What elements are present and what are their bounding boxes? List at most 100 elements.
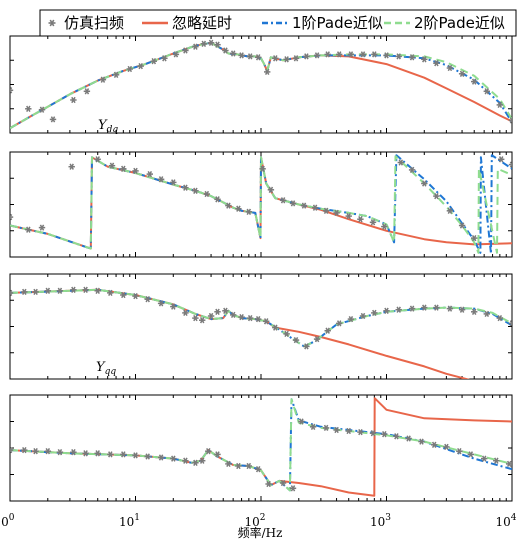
scan-point-stroke bbox=[208, 39, 214, 46]
scan-point bbox=[32, 448, 39, 455]
scan-point-stroke bbox=[384, 307, 389, 314]
scan-point bbox=[182, 457, 189, 464]
scan-point-stroke bbox=[509, 163, 512, 168]
scan-point-stroke bbox=[422, 304, 427, 311]
scan-point bbox=[21, 446, 28, 454]
scan-point bbox=[200, 40, 208, 47]
scan-point-stroke bbox=[158, 176, 164, 183]
scan-point-stroke bbox=[346, 427, 351, 435]
scan-point bbox=[283, 330, 290, 338]
scan-point bbox=[21, 288, 28, 296]
scan-point bbox=[371, 51, 378, 58]
scan-point bbox=[157, 454, 165, 461]
scan-point bbox=[229, 311, 237, 319]
scan-point bbox=[246, 53, 254, 60]
scan-point bbox=[146, 170, 154, 178]
scan-point-stroke bbox=[83, 286, 88, 293]
scan-point bbox=[408, 54, 416, 61]
scan-point bbox=[347, 315, 355, 323]
legend-entry-3: 1阶Pade近似 bbox=[262, 14, 383, 32]
scan-point-stroke bbox=[312, 204, 318, 211]
scan-point-stroke bbox=[109, 162, 115, 169]
scan-point-stroke bbox=[264, 68, 270, 76]
scan-point-stroke bbox=[290, 485, 296, 492]
scan-point bbox=[446, 207, 454, 214]
scan-point-stroke bbox=[71, 449, 76, 456]
scan-point bbox=[292, 336, 300, 344]
scan-point bbox=[336, 51, 343, 58]
scan-point-stroke bbox=[121, 291, 126, 299]
scan-point bbox=[265, 480, 272, 488]
scan-point-stroke bbox=[71, 286, 76, 293]
scan-point bbox=[357, 428, 364, 436]
scan-point-stroke bbox=[273, 55, 278, 62]
scan-point-stroke bbox=[193, 43, 198, 50]
scan-point bbox=[170, 303, 177, 310]
scan-point bbox=[397, 159, 404, 166]
scan-point bbox=[10, 289, 14, 297]
scan-point bbox=[471, 234, 478, 242]
scan-point-stroke bbox=[183, 457, 188, 464]
x-tick-label-exponent: 0 bbox=[9, 513, 15, 523]
scan-point bbox=[132, 452, 139, 459]
scan-point bbox=[157, 300, 165, 307]
scan-point bbox=[192, 187, 199, 194]
scan-point-stroke bbox=[39, 106, 45, 113]
scan-point bbox=[418, 438, 425, 445]
scan-point bbox=[112, 71, 120, 78]
scan-point-stroke bbox=[358, 216, 363, 223]
scan-point-stroke bbox=[314, 52, 320, 59]
subplot-label-main: Y bbox=[98, 118, 108, 133]
subplot-label-main: Y bbox=[96, 360, 106, 375]
scan-point-stroke bbox=[10, 88, 13, 94]
scan-point-stroke bbox=[263, 318, 269, 325]
scan-point-stroke bbox=[226, 202, 231, 209]
scan-point bbox=[235, 205, 242, 212]
scan-point-stroke bbox=[266, 480, 271, 488]
scan-point-stroke bbox=[348, 51, 354, 58]
scan-point-stroke bbox=[293, 336, 299, 344]
scan-point-stroke bbox=[50, 116, 56, 123]
scan-point-stroke bbox=[471, 78, 477, 85]
scan-point-stroke bbox=[459, 222, 465, 229]
scan-point bbox=[481, 455, 488, 462]
scan-point-stroke bbox=[370, 430, 376, 437]
scan-point-stroke bbox=[459, 306, 465, 313]
scan-point-stroke bbox=[204, 190, 210, 198]
x-tick-label-base: 10 bbox=[119, 515, 134, 529]
scan-point bbox=[198, 457, 206, 464]
scan-point bbox=[203, 190, 211, 198]
scan-point bbox=[132, 167, 139, 175]
scan-point bbox=[214, 308, 221, 315]
scan-point-stroke bbox=[183, 47, 188, 54]
legend-marker bbox=[48, 19, 56, 27]
scan-point-stroke bbox=[372, 51, 377, 58]
scan-point-stroke bbox=[434, 60, 439, 67]
scan-point-stroke bbox=[498, 156, 504, 163]
legend-label: 1阶Pade近似 bbox=[292, 14, 383, 32]
scan-point bbox=[357, 216, 364, 223]
scan-point bbox=[107, 451, 114, 458]
scan-point-stroke bbox=[382, 223, 387, 230]
scan-point-stroke bbox=[100, 76, 106, 83]
scan-point bbox=[322, 424, 330, 432]
scan-point-stroke bbox=[394, 433, 399, 440]
scan-point-stroke bbox=[284, 56, 289, 63]
scan-point bbox=[267, 186, 275, 193]
scan-point bbox=[161, 55, 168, 62]
scan-point-stroke bbox=[247, 314, 253, 322]
scan-point-stroke bbox=[158, 454, 164, 461]
scan-point bbox=[393, 433, 400, 440]
scan-point bbox=[132, 292, 139, 300]
scan-point-stroke bbox=[310, 423, 316, 430]
scan-point-stroke bbox=[484, 310, 490, 318]
scan-point-stroke bbox=[171, 455, 176, 462]
scan-point-stroke bbox=[358, 428, 363, 436]
scan-point bbox=[235, 462, 242, 470]
scan-point bbox=[508, 320, 512, 327]
scan-point-stroke bbox=[314, 335, 320, 343]
scan-point-stroke bbox=[336, 51, 342, 58]
scan-point bbox=[120, 291, 127, 299]
scan-point bbox=[225, 460, 232, 468]
